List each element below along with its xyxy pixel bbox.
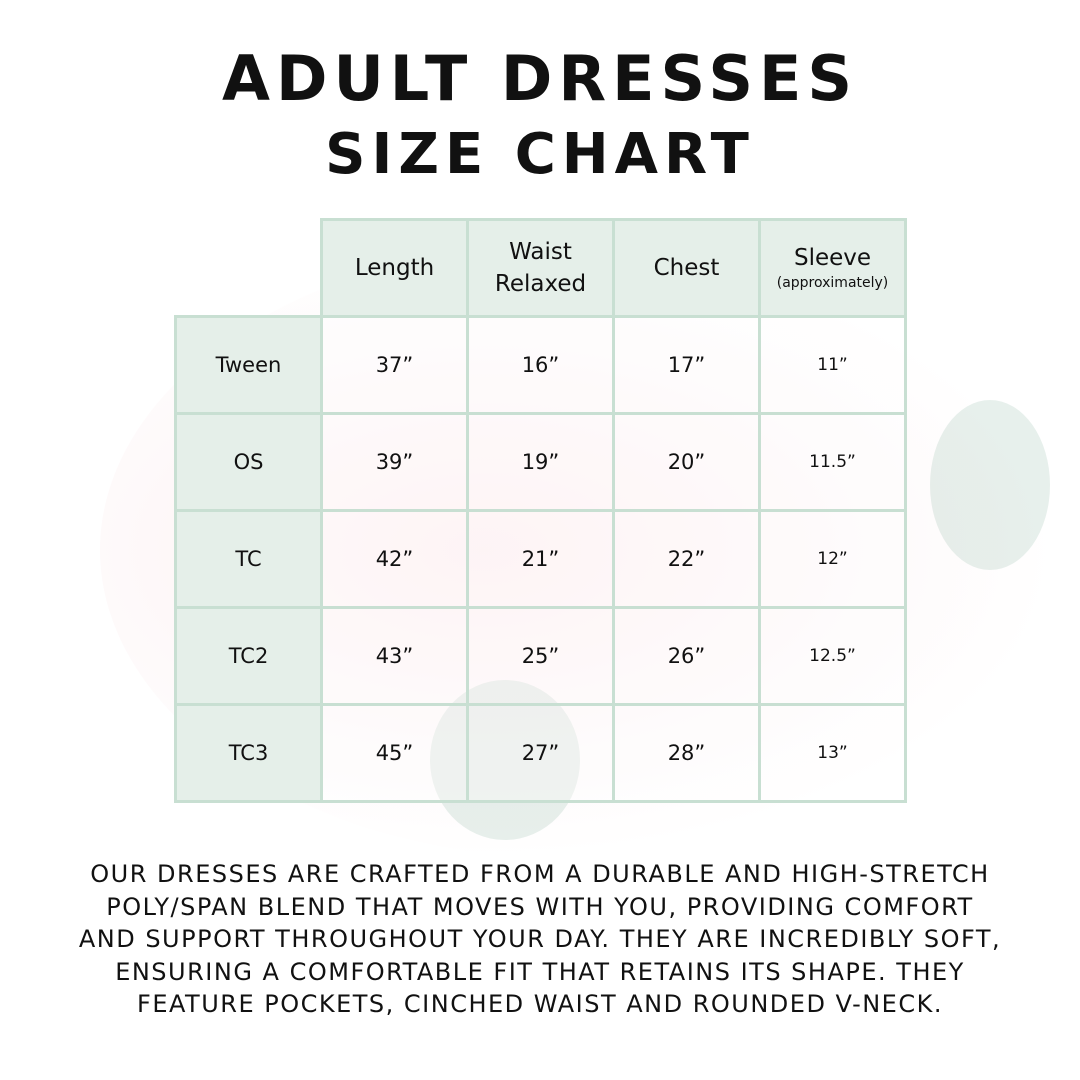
page-subtitle: SIZE CHART [325,122,755,187]
row-header: OS [174,412,323,512]
table-header-row: Length Waist Relaxed Chest Sleeve (approxi… [176,218,907,318]
cell-waist: 25” [466,606,615,706]
cell-length: 37” [320,315,469,415]
header-sublabel: (approximately) [776,275,889,292]
column-header-sleeve: Sleeve (approximately) [758,218,907,318]
cell-waist: 16” [466,315,615,415]
row-header: TC3 [174,703,323,803]
table-row: TC2 43” 25” 26” 12.5” [174,606,907,706]
row-header: TC2 [174,606,323,706]
header-sublabel: Relaxed [494,271,587,297]
description-line: poly/span blend that moves with you, pro… [106,892,974,921]
description-line: ensuring a comfortable fit that retains … [115,957,965,986]
cell-length: 43” [320,606,469,706]
cell-chest: 28” [612,703,761,803]
table-row: OS 39” 19” 20” 11.5” [174,412,907,512]
cell-length: 42” [320,509,469,609]
cell-sleeve: 11.5” [758,412,907,512]
table-row: TC 42” 21” 22” 12” [174,509,907,609]
header-label: Sleeve [793,245,872,272]
cell-waist: 27” [466,703,615,803]
cell-chest: 26” [612,606,761,706]
column-header-chest: Chest [612,218,761,318]
cactus-illustration [930,400,1050,570]
cell-waist: 21” [466,509,615,609]
row-header: Tween [174,315,323,415]
column-header-length: Length [320,218,469,318]
cell-waist: 19” [466,412,615,512]
description-line: feature pockets, cinched waist and round… [137,990,943,1018]
table-row: Tween 37” 16” 17” 11” [174,315,907,415]
cell-sleeve: 12” [758,509,907,609]
header-label: Chest [653,254,720,281]
page-title: ADULT DRESSES [222,42,858,115]
row-header: TC [174,509,323,609]
size-chart-table: Length Waist Relaxed Chest Sleeve (approxi… [174,218,907,803]
cell-length: 45” [320,703,469,803]
column-header-waist: Waist Relaxed [466,218,615,318]
cell-sleeve: 12.5” [758,606,907,706]
corner-cell [176,220,322,317]
cell-chest: 22” [612,509,761,609]
description-line: Our dresses are crafted from a durable a… [90,860,990,888]
header-label: Length [354,254,435,281]
product-description: Our dresses are crafted from a durable a… [0,858,1080,1021]
header-label: Waist [509,238,572,265]
table-row: TC3 45” 27” 28” 13” [174,703,907,803]
cell-chest: 20” [612,412,761,512]
cell-sleeve: 11” [758,315,907,415]
cell-length: 39” [320,412,469,512]
cell-chest: 17” [612,315,761,415]
description-line: and support throughout your day. They ar… [78,925,1002,953]
cell-sleeve: 13” [758,703,907,803]
